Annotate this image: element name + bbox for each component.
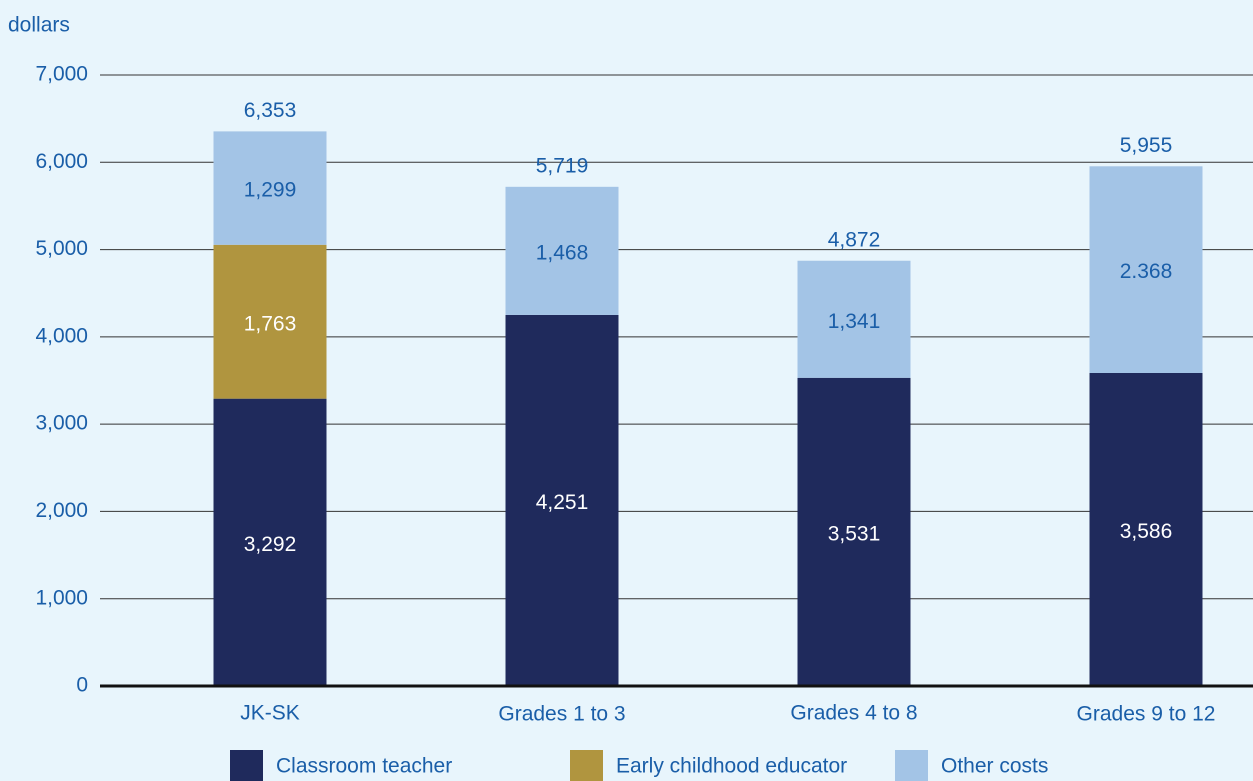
y-tick-label: 7,000: [35, 63, 88, 86]
data-label: 1,341: [828, 310, 881, 333]
data-label: 3,531: [828, 522, 881, 545]
bar-segment: [797, 260, 911, 378]
y-tick-label: 5,000: [35, 237, 88, 260]
data-label: 1,468: [536, 241, 589, 264]
bar-segment: [213, 131, 327, 245]
x-tick-label: Grades 9 to 12: [1077, 703, 1216, 726]
x-tick-label: Grades 1 to 3: [498, 703, 625, 726]
legend-label: Early childhood educator: [616, 755, 847, 778]
total-label: 5,719: [536, 154, 589, 177]
y-tick-label: 2,000: [35, 499, 88, 522]
legend-swatch: [230, 750, 263, 781]
y-axis-label: dollars: [8, 14, 70, 37]
y-tick-label: 0: [76, 674, 88, 697]
y-tick-label: 4,000: [35, 324, 88, 347]
legend-label: Other costs: [941, 755, 1048, 778]
data-label: 4,251: [536, 491, 589, 514]
bar-segment: [1089, 166, 1203, 373]
y-tick-label: 1,000: [35, 586, 88, 609]
x-tick-label: JK-SK: [240, 702, 300, 725]
total-label: 4,872: [828, 228, 881, 251]
total-label: 5,955: [1120, 134, 1173, 157]
bar-segment: [213, 244, 327, 399]
data-label: 1,299: [244, 179, 297, 202]
data-label: 1,763: [244, 312, 297, 335]
data-label: 3,292: [244, 533, 297, 556]
y-tick-label: 6,000: [35, 150, 88, 173]
bar-segment: [1089, 372, 1203, 686]
data-label: 3,586: [1120, 520, 1173, 543]
legend-label: Classroom teacher: [276, 755, 452, 778]
x-tick-label: Grades 4 to 8: [790, 702, 917, 725]
bar-segment: [505, 186, 619, 315]
legend-swatch: [895, 750, 928, 781]
legend-swatch: [570, 750, 603, 781]
bar-segment: [505, 314, 619, 686]
bar-segment: [213, 398, 327, 686]
bar-segment: [797, 377, 911, 686]
y-tick-label: 3,000: [35, 412, 88, 435]
total-label: 6,353: [244, 99, 297, 122]
data-label: 2.368: [1120, 260, 1173, 283]
